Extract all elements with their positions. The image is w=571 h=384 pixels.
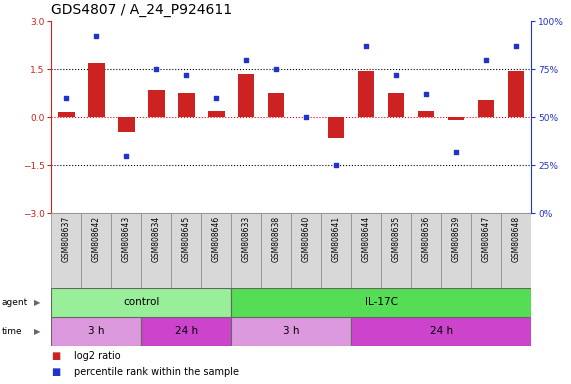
Text: GSM808636: GSM808636 xyxy=(421,216,431,262)
Bar xyxy=(418,111,435,117)
Bar xyxy=(58,112,75,117)
Text: 3 h: 3 h xyxy=(283,326,299,336)
Bar xyxy=(441,213,471,288)
Bar xyxy=(88,63,104,117)
Text: time: time xyxy=(2,327,22,336)
Bar xyxy=(171,213,202,288)
Bar xyxy=(328,117,344,138)
Point xyxy=(332,162,341,168)
Text: 24 h: 24 h xyxy=(429,326,453,336)
Text: percentile rank within the sample: percentile rank within the sample xyxy=(74,366,239,377)
Bar xyxy=(142,317,231,346)
Bar xyxy=(231,288,531,317)
Bar xyxy=(178,93,195,117)
Point xyxy=(452,149,461,155)
Point xyxy=(152,66,161,72)
Point xyxy=(421,91,431,97)
Bar xyxy=(478,99,494,117)
Point xyxy=(301,114,311,120)
Bar xyxy=(508,71,524,117)
Bar xyxy=(81,213,111,288)
Text: GSM808643: GSM808643 xyxy=(122,216,131,262)
Point xyxy=(62,95,71,101)
Bar xyxy=(231,317,351,346)
Text: GSM808633: GSM808633 xyxy=(242,216,251,262)
Bar xyxy=(202,213,231,288)
Bar xyxy=(142,213,171,288)
Bar xyxy=(388,93,404,117)
Text: GSM808641: GSM808641 xyxy=(332,216,341,262)
Bar xyxy=(351,213,381,288)
Bar xyxy=(148,90,164,117)
Point xyxy=(512,43,521,49)
Bar xyxy=(231,213,262,288)
Bar xyxy=(208,111,224,117)
Bar xyxy=(448,117,464,120)
Bar xyxy=(501,213,531,288)
Bar xyxy=(411,213,441,288)
Bar xyxy=(291,213,321,288)
Point xyxy=(92,33,101,40)
Text: GSM808640: GSM808640 xyxy=(301,216,311,262)
Text: GSM808634: GSM808634 xyxy=(152,216,161,262)
Bar xyxy=(51,213,82,288)
Point xyxy=(392,72,401,78)
Text: agent: agent xyxy=(2,298,28,307)
Bar xyxy=(381,213,411,288)
Bar xyxy=(261,213,291,288)
Point xyxy=(212,95,221,101)
Text: ▶: ▶ xyxy=(34,327,40,336)
Bar xyxy=(51,288,231,317)
Point xyxy=(481,56,490,63)
Point xyxy=(242,56,251,63)
Bar xyxy=(351,317,531,346)
Bar xyxy=(358,71,375,117)
Text: ■: ■ xyxy=(51,351,61,361)
Point xyxy=(272,66,281,72)
Bar xyxy=(321,213,351,288)
Text: 24 h: 24 h xyxy=(175,326,198,336)
Text: GSM808639: GSM808639 xyxy=(452,216,461,262)
Bar xyxy=(238,74,255,117)
Text: GSM808642: GSM808642 xyxy=(92,216,101,262)
Text: GSM808637: GSM808637 xyxy=(62,216,71,262)
Text: GSM808635: GSM808635 xyxy=(392,216,401,262)
Point xyxy=(182,72,191,78)
Bar xyxy=(111,213,142,288)
Text: GSM808645: GSM808645 xyxy=(182,216,191,262)
Text: GDS4807 / A_24_P924611: GDS4807 / A_24_P924611 xyxy=(51,3,232,17)
Point xyxy=(122,152,131,159)
Text: ■: ■ xyxy=(51,366,61,377)
Text: GSM808648: GSM808648 xyxy=(512,216,521,262)
Bar xyxy=(471,213,501,288)
Text: GSM808646: GSM808646 xyxy=(212,216,221,262)
Text: 3 h: 3 h xyxy=(88,326,104,336)
Bar xyxy=(268,93,284,117)
Text: ▶: ▶ xyxy=(34,298,40,307)
Text: GSM808644: GSM808644 xyxy=(361,216,371,262)
Text: control: control xyxy=(123,297,159,308)
Bar xyxy=(118,117,135,131)
Bar xyxy=(51,317,142,346)
Point xyxy=(361,43,371,49)
Text: GSM808638: GSM808638 xyxy=(272,216,281,262)
Text: GSM808647: GSM808647 xyxy=(481,216,490,262)
Text: log2 ratio: log2 ratio xyxy=(74,351,121,361)
Text: IL-17C: IL-17C xyxy=(365,297,397,308)
